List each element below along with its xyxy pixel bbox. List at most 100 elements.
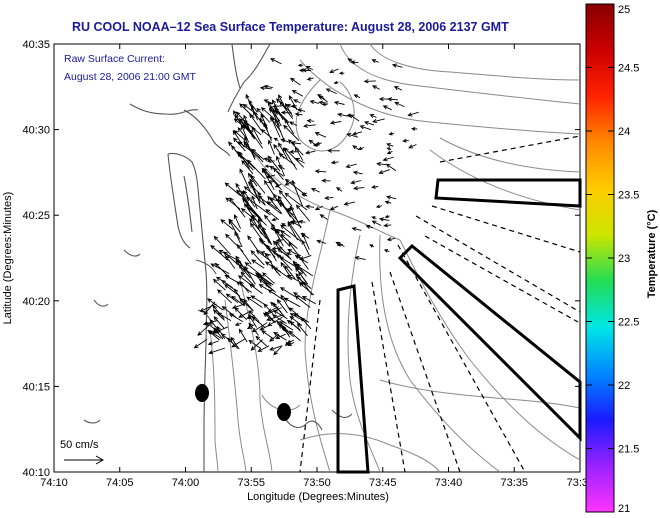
current-vector [241,198,261,219]
current-vector [375,204,383,209]
current-vector [293,99,301,104]
current-vector [250,222,264,242]
x-tick-label: 73:45 [369,477,397,489]
current-vector [378,169,390,175]
current-vector [262,272,275,284]
current-vector [385,195,397,200]
current-vector [264,164,271,168]
current-vector [199,303,217,312]
current-vector [318,100,328,105]
current-vector [251,213,263,228]
current-vector [275,240,292,260]
y-axis-ticks: 40:35 40:30 40:25 40:20 40:15 40:10 [22,39,580,479]
x-axis-label: Longitude (Degrees:Minutes) [247,491,389,503]
current-vector [294,146,304,161]
current-vector [280,230,291,238]
current-vector [359,125,372,131]
current-vector [351,131,363,136]
current-vector [267,155,281,172]
current-vector [234,114,250,132]
current-vector [330,160,339,165]
current-vector [277,164,285,170]
current-vector [233,214,242,229]
current-vector [242,103,258,116]
x-tick-label: 73:40 [435,477,463,489]
current-vector [279,321,294,331]
current-vector [260,113,268,129]
current-vector [352,145,360,151]
current-vector [278,323,290,336]
current-vector [286,319,301,331]
current-vector [256,107,271,123]
current-vector [237,275,255,288]
x-axis-ticks: 74:10 74:05 74:00 73:55 73:50 73:45 73:40 73:35… [40,44,588,489]
current-vector [270,116,281,138]
current-vector [244,265,256,285]
current-vector [371,185,379,189]
current-vector [333,100,345,106]
current-vector [265,208,279,221]
current-vector [304,150,316,155]
current-vector [301,68,312,73]
current-vector [228,219,241,240]
current-vector [247,235,259,252]
colorbar-tick-label: 23.5 [618,190,639,202]
current-vector [269,345,283,351]
current-vector [350,60,359,65]
current-vector [259,85,272,91]
current-vector [298,282,315,296]
current-vector [283,297,301,308]
current-vector [408,144,417,149]
current-vector [306,76,314,81]
current-vector [329,68,339,74]
current-vector [292,260,304,274]
current-vector [271,104,285,109]
current-vector [247,172,258,187]
current-vector [287,248,297,255]
current-vector [266,244,277,262]
current-vector [353,94,361,99]
current-vector [276,298,288,314]
current-vector [316,239,326,244]
current-vector [234,322,242,327]
current-vector [270,301,282,313]
current-vector [241,160,254,175]
current-vector [382,156,395,162]
current-vector [257,345,270,352]
current-vector [353,186,365,191]
current-vector [236,244,252,265]
current-vector [224,274,239,284]
current-vector [402,138,409,143]
current-vector [239,118,250,130]
current-vector [309,100,320,105]
current-vector [280,294,291,311]
current-vector [314,205,324,211]
colorbar-tick-label: 21 [618,503,630,515]
current-vector [318,95,328,103]
current-vector [224,182,241,197]
coastline [83,43,353,472]
current-vector [284,180,294,186]
colorbar-tick-label: 22.5 [618,317,639,329]
colorbar-tick-label: 24 [618,126,630,138]
current-vector [221,305,237,318]
current-vector [329,205,339,211]
current-vector [269,197,281,202]
current-vector [257,218,270,244]
map-title: RU COOL NOAA–12 Sea Surface Temperature:… [72,20,509,34]
colorbar-label: Temperature (°C) [646,209,658,298]
current-vector [208,330,222,339]
current-vector [264,261,282,273]
current-vector [278,153,296,166]
current-vector [275,238,285,243]
y-tick-label: 40:15 [22,381,50,393]
current-vector [391,63,403,68]
current-vector [363,120,375,126]
current-vector [343,201,356,206]
current-vector [371,59,379,64]
current-vector [203,301,216,316]
current-vector [271,217,278,222]
current-vector [231,338,246,348]
current-vector [267,179,275,184]
y-tick-label: 40:20 [22,296,50,308]
